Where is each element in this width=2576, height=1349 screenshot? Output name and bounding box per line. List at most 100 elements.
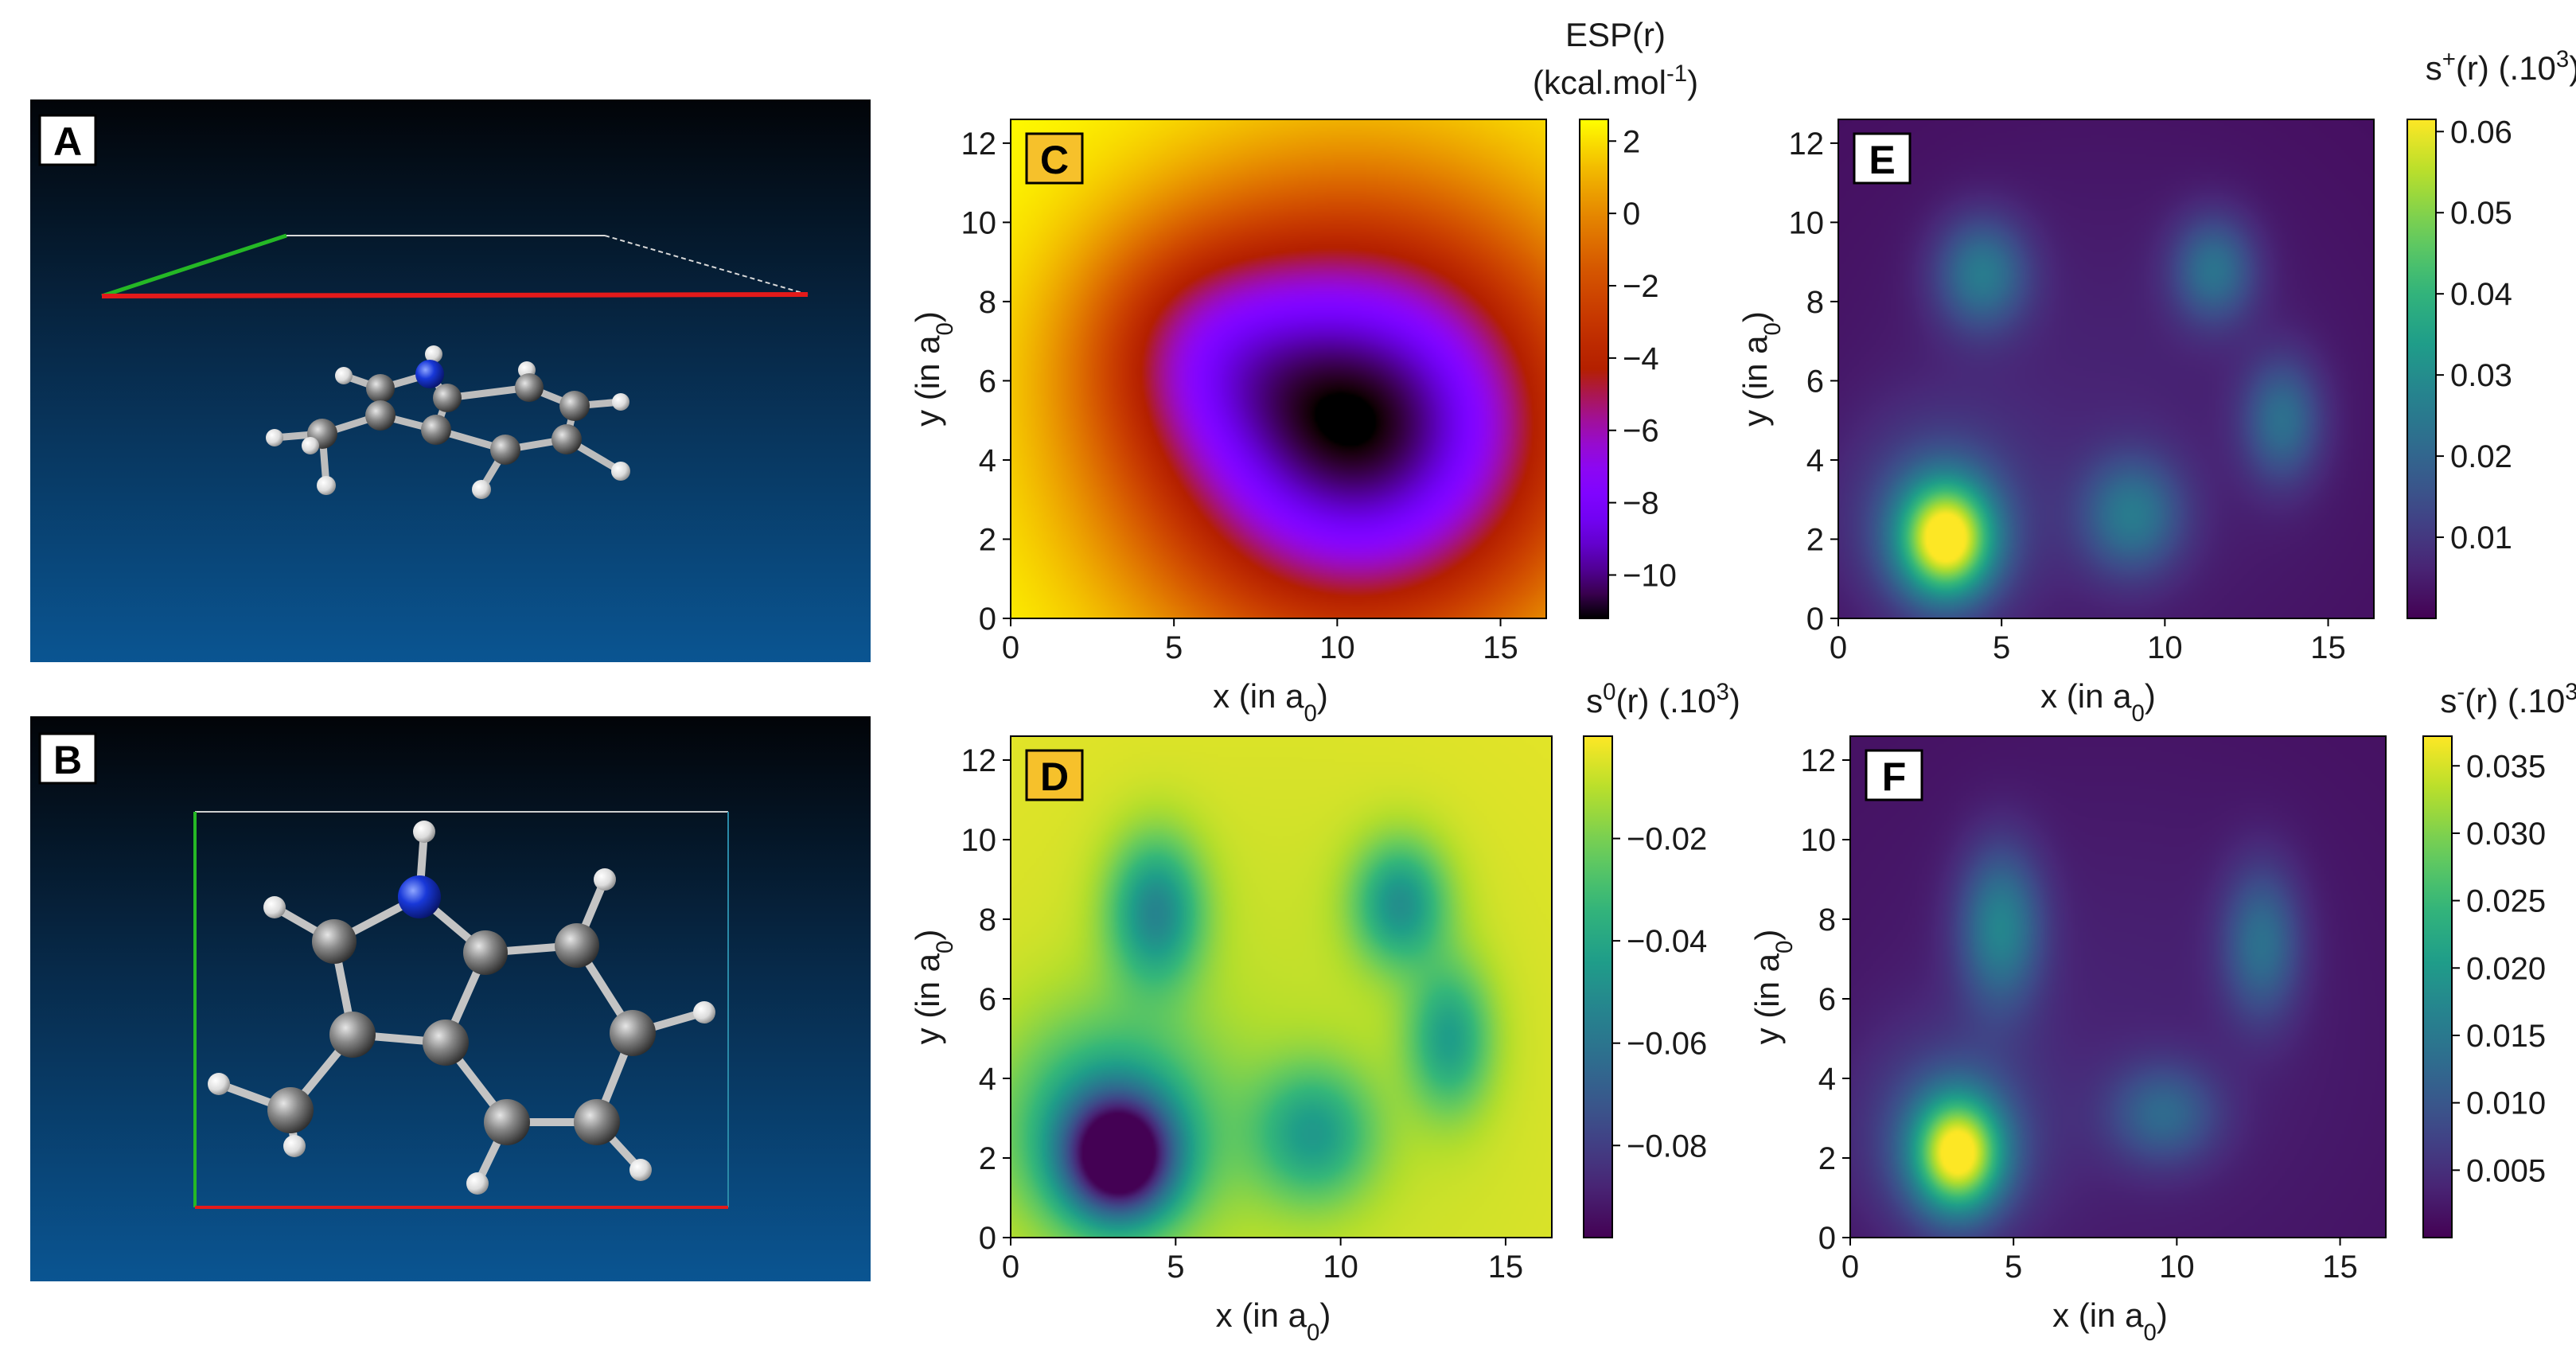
- y-tick-label: 10: [961, 205, 997, 240]
- colorbar-tick-label: 0: [1623, 197, 1640, 232]
- x-tick-label: 15: [1488, 1250, 1524, 1285]
- y-tick-label: 0: [1818, 1221, 1836, 1256]
- carbon-atom: [463, 930, 508, 975]
- y-axis-label-part: 0: [1771, 941, 1798, 953]
- colorbar-tick-label: −6: [1623, 414, 1659, 449]
- x-axis-label-part: x (in a: [2052, 1296, 2144, 1334]
- panel-b-molecule-top-view: B: [30, 716, 871, 1281]
- colorbar-title-part: (r) (.10: [2456, 49, 2556, 87]
- panel-label-box: [1025, 749, 1084, 801]
- hydrogen-atom: [425, 345, 442, 363]
- carbon-atom: [312, 919, 357, 964]
- carbon-atom: [515, 373, 544, 402]
- colorbar-tick-label: 0.03: [2450, 358, 2512, 393]
- hydrogen-atom: [208, 1073, 230, 1095]
- y-tick-label: 12: [961, 127, 997, 162]
- panel-b-atoms: [208, 821, 715, 1195]
- hydrogen-atom: [693, 1001, 715, 1023]
- panel-a-unit-cell-outline: [101, 233, 809, 298]
- y-tick-label: 8: [979, 903, 996, 938]
- y-tick-label: 6: [979, 364, 996, 399]
- x-tick-label: 10: [2159, 1250, 2195, 1285]
- y-tick-label: 10: [1801, 823, 1837, 858]
- x-tick-label: 15: [2310, 630, 2346, 665]
- y-axis-label: y (in a0): [909, 930, 958, 1045]
- colorbar-title-part: 0: [1603, 679, 1615, 705]
- panel-a-molecule-side-view: A: [30, 99, 871, 662]
- y-tick-label: 8: [1818, 903, 1836, 938]
- y-tick-label: 10: [961, 823, 997, 858]
- colorbar-tick-label: −2: [1623, 269, 1659, 304]
- colorbar-tick-label: −0.08: [1627, 1129, 1707, 1164]
- carbon-atom: [423, 1020, 469, 1066]
- carbon-atom: [421, 415, 451, 445]
- colorbar-tick-label: 0.020: [2466, 951, 2546, 986]
- nitrogen-atom: [415, 360, 444, 388]
- colorbar-tick-label: −0.06: [1627, 1027, 1707, 1062]
- colorbar-tick-label: 0.05: [2450, 196, 2512, 231]
- y-tick-label: 8: [1806, 285, 1824, 320]
- y-axis-label: y (in a0): [909, 311, 958, 427]
- hydrogen-atom: [266, 429, 283, 446]
- hydrogen-atom: [611, 462, 630, 481]
- y-tick-label: 10: [1789, 205, 1825, 240]
- colorbar-title-line2-part: ): [1687, 64, 1698, 101]
- x-axis-label: x (in a0): [2052, 1296, 2168, 1346]
- x-tick-label: 5: [1165, 630, 1183, 665]
- colorbar: [2406, 119, 2437, 619]
- colorbar-tick-label: −0.04: [1627, 924, 1707, 959]
- hydrogen-atom: [466, 1172, 489, 1195]
- colorbar-title-part: (r) (.10: [2465, 682, 2565, 719]
- heatmap-image-f: [1850, 736, 2386, 1238]
- y-axis-label: y (in a0): [1748, 930, 1798, 1045]
- colorbar-tick-label: 0.02: [2450, 439, 2512, 474]
- hydrogen-atom: [283, 1135, 306, 1157]
- y-tick-label: 12: [1789, 127, 1825, 162]
- panel-label: E: [1869, 138, 1895, 182]
- colorbar-title-part: 3: [1717, 679, 1729, 705]
- colorbar-title: s0(r) (.103): [1586, 679, 1740, 720]
- y-axis-label-part: ): [909, 311, 946, 322]
- x-axis-label-part: ): [1319, 1296, 1331, 1334]
- y-tick-label: 4: [979, 1062, 996, 1097]
- carbon-atom: [555, 923, 599, 968]
- y-tick-label: 4: [1806, 443, 1824, 478]
- y-tick-label: 2: [979, 522, 996, 557]
- x-tick-label: 0: [1830, 630, 1847, 665]
- colorbar-title-line2: (kcal.mol-1): [1533, 60, 1698, 102]
- colorbar-tick-label: −10: [1623, 558, 1677, 593]
- x-tick-label: 5: [1167, 1250, 1184, 1285]
- x-axis-label-part: x (in a: [2040, 677, 2132, 715]
- x-axis-label-part: x (in a: [1216, 1296, 1307, 1334]
- plot-frame: [1010, 119, 1547, 619]
- x-axis-label-part: 0: [2132, 700, 2145, 727]
- panel-label-box: [1025, 132, 1084, 185]
- colorbar-title-part: -: [2457, 679, 2465, 705]
- colorbar-tick-label: 0.010: [2466, 1086, 2546, 1121]
- y-tick-label: 12: [1801, 743, 1837, 778]
- x-axis-label-part: 0: [2144, 1320, 2157, 1346]
- y-axis-label-part: y (in a: [909, 953, 946, 1044]
- panel-b-unit-cell-outline: [193, 811, 729, 1209]
- heatmap-image-d: [1011, 736, 1552, 1238]
- panel-b-label: B: [53, 738, 82, 782]
- carbon-atom: [366, 374, 395, 403]
- colorbar-tick-label: 0.005: [2466, 1153, 2546, 1188]
- plot-frame: [1849, 735, 2387, 1238]
- plot-frame: [1010, 735, 1553, 1238]
- carbon-atom: [433, 384, 462, 412]
- panel-label-box: [1853, 132, 1912, 185]
- y-axis-label-part: 0: [1760, 322, 1786, 335]
- carbon-atom: [551, 424, 582, 454]
- carbon-atom: [484, 1099, 530, 1145]
- colorbar-tick-label: 0.025: [2466, 884, 2546, 919]
- x-axis-label-part: 0: [1307, 1320, 1319, 1346]
- y-axis-label-part: 0: [932, 941, 958, 953]
- colorbar-tick-label: 0.06: [2450, 115, 2512, 150]
- plot-frame: [1837, 119, 2375, 619]
- y-tick-label: 2: [1806, 522, 1824, 557]
- y-tick-label: 8: [979, 285, 996, 320]
